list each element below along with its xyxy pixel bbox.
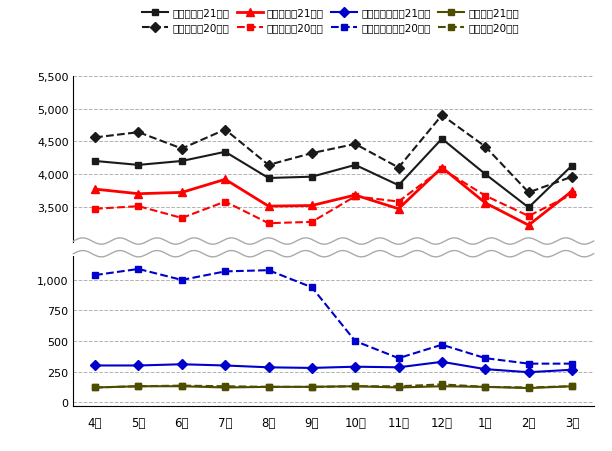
- Legend: ごみ合計量21年度, ごみ合計量20年度, 燃やすごみ21年度, 燃やすごみ20年度, 燃やさないごみ21年度, 燃やさないごみ20年度, 祖大ごみ21年度, : ごみ合計量21年度, ごみ合計量20年度, 燃やすごみ21年度, 燃やすごみ20…: [139, 5, 522, 37]
